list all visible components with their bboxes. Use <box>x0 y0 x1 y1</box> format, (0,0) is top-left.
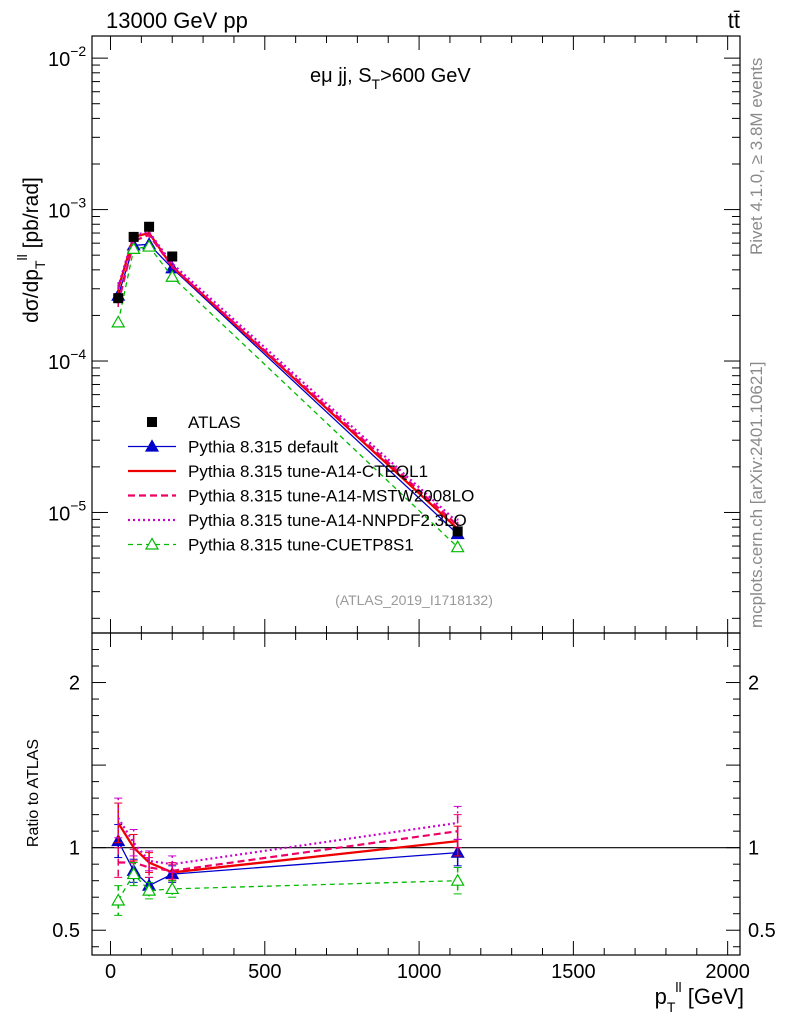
main-title: eμ jj, ST>600 GeV <box>310 65 471 92</box>
main-series-marker-4 <box>450 539 465 553</box>
main-axis-ticks <box>92 36 740 633</box>
legend-label-2: Pythia 8.315 tune-A14-MSTW2008LO <box>188 487 474 506</box>
main-title-sub: T <box>372 76 381 92</box>
ratio-series-marker-4 <box>142 883 157 896</box>
main-series-marker-4 <box>126 241 141 254</box>
ratio-series-marker-4 <box>126 866 141 880</box>
main-series-marker-4 <box>142 239 157 252</box>
main-y-tick-label: 10−2 <box>48 43 86 71</box>
legend-marker-0 <box>144 439 160 452</box>
main-ylabel-sup: ll <box>14 254 30 260</box>
data-point <box>167 251 178 262</box>
x-tick-label: 0 <box>105 961 116 983</box>
main-y-tick-exp: −2 <box>70 43 86 59</box>
main-y-tick-label: 10−5 <box>48 497 86 525</box>
main-ylabel-sub: T <box>32 260 48 269</box>
data-point <box>144 221 155 232</box>
xlabel-unit: [GeV] <box>682 984 744 1009</box>
data-point <box>452 526 463 537</box>
legend: ATLAS Pythia 8.315 default Pythia 8.315 tu… <box>128 413 474 555</box>
legend-data-label: ATLAS <box>188 413 241 432</box>
main-y-tick-exp: −3 <box>70 195 86 211</box>
main-y-tick-base: 10 <box>48 201 70 223</box>
analysis-label: (ATLAS_2019_I1718132) <box>335 592 493 608</box>
main-y-tick-base: 10 <box>48 352 70 374</box>
xlabel-sub: T <box>667 999 676 1015</box>
main-ylabel-text: dσ/dp <box>20 269 43 323</box>
main-y-tick-base: 10 <box>48 49 70 71</box>
ratio-series-marker-4 <box>165 881 180 895</box>
data-points <box>113 221 463 537</box>
ratio-y-tick-label-right: 0.5 <box>748 920 776 942</box>
ratio-plot-frame <box>91 632 741 956</box>
main-ylabel-unit: [pb/rad] <box>20 177 43 254</box>
xlabel: pTll [GeV] <box>655 979 744 1015</box>
legend-label-4: Pythia 8.315 tune-CUETP8S1 <box>188 536 414 555</box>
data-point <box>113 293 124 304</box>
rivet-label: Rivet 4.1.0, ≥ 3.8M events <box>747 58 766 255</box>
header-left: 13000 GeV pp <box>106 8 248 33</box>
main-title-tail: >600 GeV <box>380 65 471 87</box>
ratio-axis-ticks <box>92 633 740 955</box>
ratio-series-line-4 <box>117 873 458 901</box>
main-y-tick-exp: −4 <box>70 346 86 362</box>
ratio-y-tick-labels: 0.5 0.5 1 1 2 2 <box>52 673 776 943</box>
ratio-ylabel: Ratio to ATLAS <box>25 739 42 847</box>
ratio-y-tick-label-right: 2 <box>748 673 759 695</box>
ratio-series-line-3 <box>117 817 458 866</box>
data-point <box>128 231 139 242</box>
x-tick-label: 1500 <box>551 961 596 983</box>
x-tick-label: 500 <box>248 961 281 983</box>
legend-data-marker <box>147 417 157 427</box>
ratio-y-tick-label-left: 1 <box>69 838 80 860</box>
header-right: tt̄ <box>728 8 740 33</box>
main-y-tick-base: 10 <box>48 503 70 525</box>
main-y-tick-labels: 10−210−310−410−5 <box>48 43 86 525</box>
ratio-y-tick-label-left: 0.5 <box>52 920 80 942</box>
ratio-series-marker-4 <box>111 893 126 906</box>
ratio-series-group <box>111 797 465 916</box>
ratio-y-tick-label-left: 2 <box>69 673 80 695</box>
legend-marker-4 <box>144 537 160 550</box>
legend-label-0: Pythia 8.315 default <box>188 438 339 457</box>
main-series-marker-4 <box>111 315 126 328</box>
main-y-tick-label: 10−3 <box>48 195 86 223</box>
x-tick-labels: 0 500 1000 1500 2000 <box>105 961 750 983</box>
x-tick-label: 1000 <box>397 961 442 983</box>
legend-label-3: Pythia 8.315 tune-A14-NNPDF2.3LO <box>188 511 467 530</box>
main-y-tick-label: 10−4 <box>48 346 86 374</box>
main-y-tick-exp: −5 <box>70 497 86 513</box>
x-tick-label: 2000 <box>705 961 750 983</box>
main-title-text: eμ jj, S <box>310 65 372 87</box>
legend-label-1: Pythia 8.315 tune-A14-CTEQL1 <box>188 462 428 481</box>
xlabel-sup: ll <box>675 979 681 995</box>
main-ylabel: dσ/dpTll [pb/rad] <box>14 177 48 323</box>
xlabel-text: p <box>655 984 667 1009</box>
ratio-series-marker-4 <box>450 873 465 886</box>
ratio-y-tick-label-right: 1 <box>748 838 759 860</box>
mcplots-label: mcplots.cern.ch [arXiv:2401.10621] <box>747 362 766 628</box>
main-series-marker-4 <box>165 269 180 282</box>
